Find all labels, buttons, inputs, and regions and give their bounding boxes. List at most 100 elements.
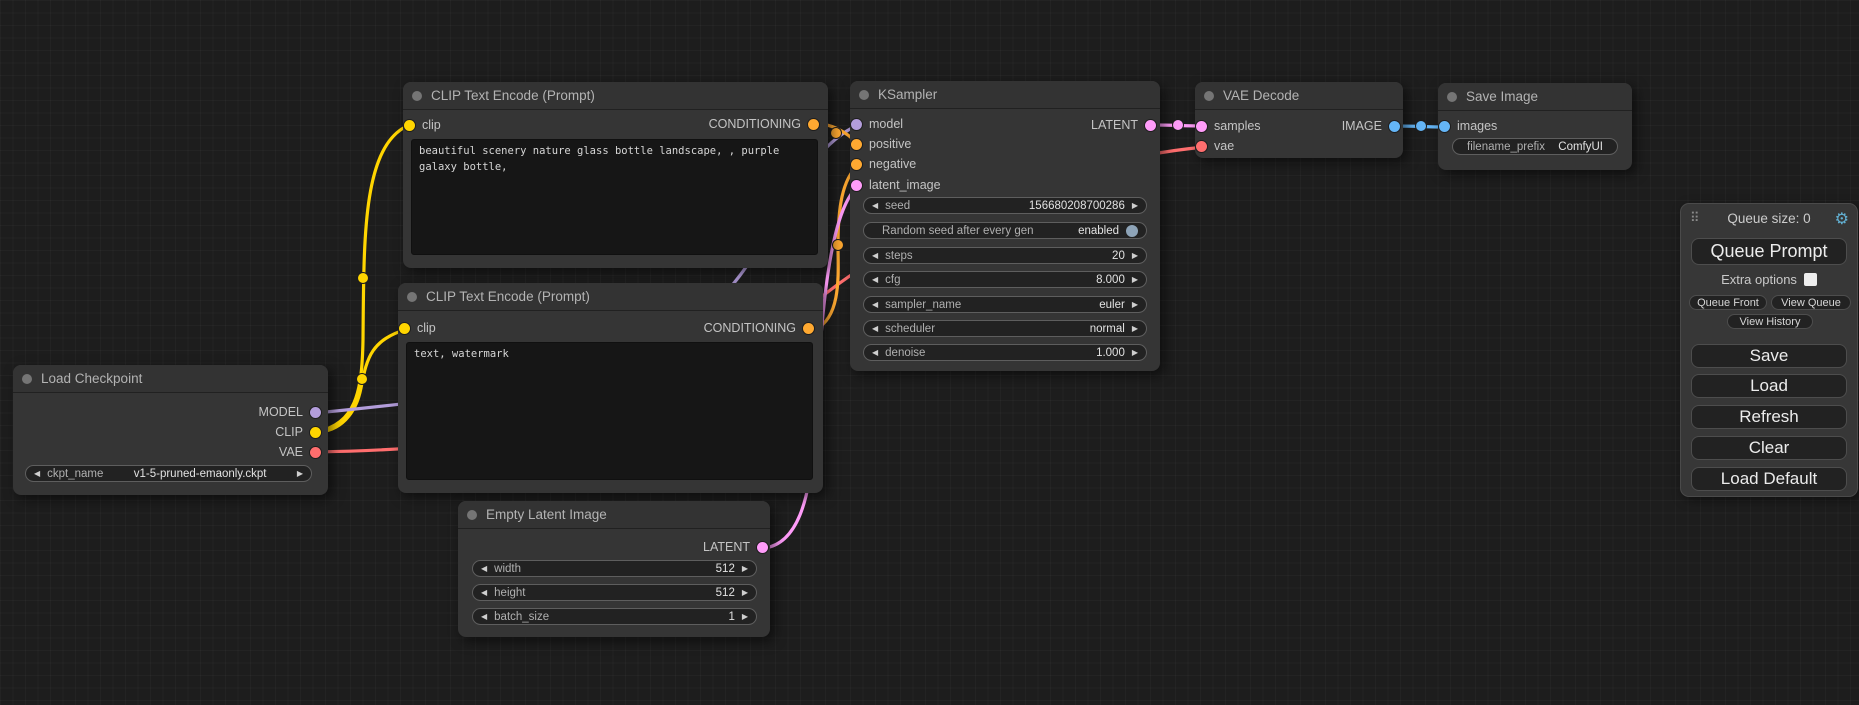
decrement-arrow-icon[interactable]: ◀: [872, 200, 879, 210]
output-slot-latent[interactable]: LATENT: [703, 537, 768, 557]
node-title-bar[interactable]: CLIP Text Encode (Prompt): [403, 82, 828, 110]
input-slot-negative[interactable]: negative: [850, 154, 916, 174]
input-slot-model[interactable]: model: [850, 114, 903, 134]
denoise-widget[interactable]: ◀ denoise 1.000 ▶: [863, 344, 1147, 361]
refresh-button[interactable]: Refresh: [1691, 405, 1847, 429]
filename-prefix-widget[interactable]: filename_prefix ComfyUI: [1452, 138, 1618, 155]
extra-options-checkbox[interactable]: [1803, 273, 1817, 286]
load-button[interactable]: Load: [1691, 374, 1847, 398]
input-slot-samples[interactable]: samples: [1195, 116, 1261, 136]
output-slot-conditioning[interactable]: CONDITIONING: [704, 318, 814, 338]
height-widget[interactable]: ◀ height 512 ▶: [472, 584, 757, 601]
toggle-dot[interactable]: [1126, 224, 1138, 237]
latent-slot-dot[interactable]: [851, 179, 862, 191]
collapse-dot[interactable]: [467, 509, 477, 520]
decrement-arrow-icon[interactable]: ◀: [481, 563, 488, 573]
steps-widget[interactable]: ◀ steps 20 ▶: [863, 247, 1147, 264]
model-slot-dot[interactable]: [851, 118, 862, 130]
output-slot-clip[interactable]: CLIP: [275, 422, 321, 442]
decrement-arrow-icon[interactable]: ◀: [872, 299, 879, 309]
latent-slot-dot[interactable]: [1196, 120, 1207, 132]
increment-arrow-icon[interactable]: ▶: [1131, 323, 1138, 333]
collapse-dot[interactable]: [22, 373, 32, 384]
output-slot-model[interactable]: MODEL: [259, 402, 321, 422]
increment-arrow-icon[interactable]: ▶: [1131, 347, 1138, 357]
positive-prompt-textarea[interactable]: beautiful scenery nature glass bottle la…: [411, 139, 818, 255]
ckpt-name-widget[interactable]: ◀ ckpt_name v1-5-pruned-emaonly.ckpt ▶: [25, 465, 312, 482]
output-slot-conditioning[interactable]: CONDITIONING: [709, 114, 819, 134]
load-default-button[interactable]: Load Default: [1691, 467, 1847, 491]
cfg-widget[interactable]: ◀ cfg 8.000 ▶: [863, 271, 1147, 288]
increment-arrow-icon[interactable]: ▶: [741, 611, 748, 621]
view-queue-button[interactable]: View Queue: [1771, 295, 1851, 310]
input-slot-images[interactable]: images: [1438, 116, 1497, 136]
node-clip-text-encode-negative[interactable]: CLIP Text Encode (Prompt) clip CONDITION…: [398, 283, 823, 493]
image-slot-dot[interactable]: [1389, 120, 1400, 132]
sampler-name-widget[interactable]: ◀ sampler_name euler ▶: [863, 296, 1147, 313]
gear-icon[interactable]: ⚙: [1834, 211, 1849, 228]
decrement-arrow-icon[interactable]: ◀: [481, 587, 488, 597]
decrement-arrow-icon[interactable]: ◀: [872, 323, 879, 333]
node-title-bar[interactable]: Save Image: [1438, 83, 1632, 111]
node-load-checkpoint[interactable]: Load Checkpoint MODEL CLIP VAE ◀ ckpt_na…: [13, 365, 328, 495]
node-title-bar[interactable]: CLIP Text Encode (Prompt): [398, 283, 823, 311]
decrement-arrow-icon[interactable]: ◀: [872, 250, 879, 260]
conditioning-slot-dot[interactable]: [808, 118, 819, 130]
increment-arrow-icon[interactable]: ▶: [1131, 200, 1138, 210]
vae-slot-dot[interactable]: [1196, 140, 1207, 152]
conditioning-slot-dot[interactable]: [851, 138, 862, 150]
increment-arrow-icon[interactable]: ▶: [1131, 250, 1138, 260]
input-slot-positive[interactable]: positive: [850, 134, 911, 154]
decrement-arrow-icon[interactable]: ◀: [872, 274, 879, 284]
scheduler-widget[interactable]: ◀ scheduler normal ▶: [863, 320, 1147, 337]
negative-prompt-textarea[interactable]: text, watermark: [406, 342, 813, 480]
node-ksampler[interactable]: KSampler model positive negative latent_…: [850, 81, 1160, 371]
input-slot-vae[interactable]: vae: [1195, 136, 1234, 156]
clip-slot-dot[interactable]: [399, 322, 410, 334]
node-title-bar[interactable]: Load Checkpoint: [13, 365, 328, 393]
conditioning-slot-dot[interactable]: [851, 158, 862, 170]
latent-slot-dot[interactable]: [757, 541, 768, 553]
image-slot-dot[interactable]: [1439, 120, 1450, 132]
increment-arrow-icon[interactable]: ▶: [1131, 274, 1138, 284]
clear-button[interactable]: Clear: [1691, 436, 1847, 460]
queue-front-button[interactable]: Queue Front: [1689, 295, 1767, 310]
random-seed-toggle-widget[interactable]: Random seed after every gen enabled: [863, 222, 1147, 239]
increment-arrow-icon[interactable]: ▶: [741, 587, 748, 597]
seed-widget[interactable]: ◀ seed 156680208700286 ▶: [863, 197, 1147, 214]
node-title-bar[interactable]: Empty Latent Image: [458, 501, 770, 529]
node-vae-decode[interactable]: VAE Decode samples vae IMAGE: [1195, 82, 1403, 158]
node-empty-latent-image[interactable]: Empty Latent Image LATENT ◀ width 512 ▶ …: [458, 501, 770, 637]
clip-slot-dot[interactable]: [404, 119, 415, 131]
output-slot-latent[interactable]: LATENT: [1091, 115, 1156, 135]
clip-slot-dot[interactable]: [310, 426, 321, 438]
latent-slot-dot[interactable]: [1145, 119, 1156, 131]
node-save-image[interactable]: Save Image images filename_prefix ComfyU…: [1438, 83, 1632, 170]
increment-arrow-icon[interactable]: ▶: [741, 563, 748, 573]
increment-arrow-icon[interactable]: ▶: [1131, 299, 1138, 309]
decrement-arrow-icon[interactable]: ◀: [34, 468, 41, 478]
collapse-dot[interactable]: [859, 89, 869, 100]
input-slot-clip[interactable]: clip: [398, 318, 436, 338]
input-slot-latent-image[interactable]: latent_image: [850, 175, 941, 195]
collapse-dot[interactable]: [1447, 91, 1457, 102]
conditioning-slot-dot[interactable]: [803, 322, 814, 334]
queue-prompt-button[interactable]: Queue Prompt: [1691, 238, 1847, 265]
output-slot-vae[interactable]: VAE: [279, 442, 321, 462]
decrement-arrow-icon[interactable]: ◀: [481, 611, 488, 621]
batch-size-widget[interactable]: ◀ batch_size 1 ▶: [472, 608, 757, 625]
view-history-button[interactable]: View History: [1727, 314, 1813, 329]
decrement-arrow-icon[interactable]: ◀: [872, 347, 879, 357]
vae-slot-dot[interactable]: [310, 446, 321, 458]
save-button[interactable]: Save: [1691, 344, 1847, 368]
collapse-dot[interactable]: [407, 291, 417, 302]
drag-handle-icon[interactable]: ⠿: [1690, 210, 1699, 225]
node-title-bar[interactable]: KSampler: [850, 81, 1160, 109]
increment-arrow-icon[interactable]: ▶: [296, 468, 303, 478]
model-slot-dot[interactable]: [310, 406, 321, 418]
node-title-bar[interactable]: VAE Decode: [1195, 82, 1403, 110]
output-slot-image[interactable]: IMAGE: [1342, 116, 1400, 136]
width-widget[interactable]: ◀ width 512 ▶: [472, 560, 757, 577]
collapse-dot[interactable]: [412, 90, 422, 101]
node-clip-text-encode-positive[interactable]: CLIP Text Encode (Prompt) clip CONDITION…: [403, 82, 828, 268]
